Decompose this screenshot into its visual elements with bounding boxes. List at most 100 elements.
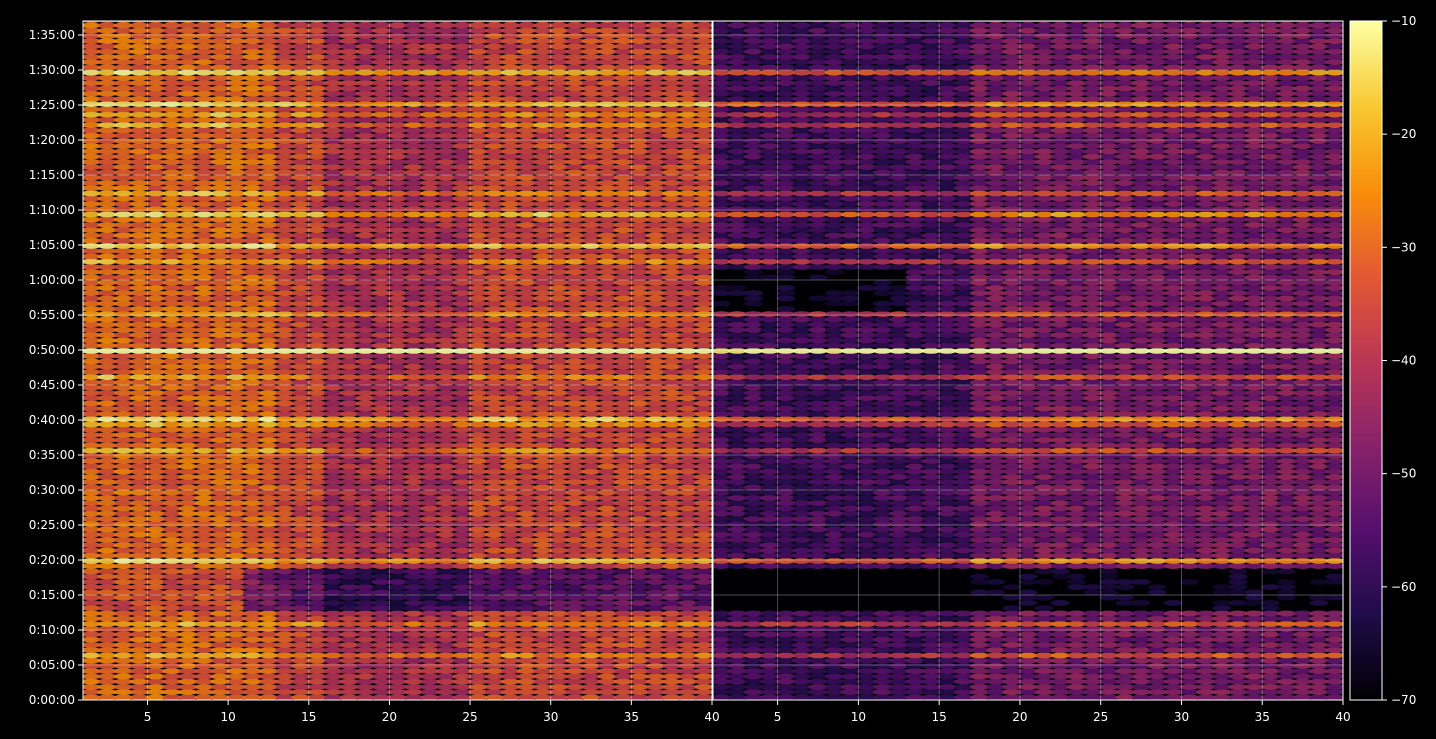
heatmap-cell	[291, 589, 311, 596]
heatmap-cell	[83, 111, 101, 118]
heatmap-cell	[130, 285, 149, 291]
heatmap-cell	[291, 227, 311, 234]
heatmap-cell	[678, 421, 698, 428]
heatmap-cell	[113, 348, 133, 354]
heatmap-cell	[662, 274, 682, 281]
heatmap-cell	[259, 43, 278, 50]
heatmap-cell	[388, 285, 407, 291]
heatmap-cell	[468, 143, 488, 150]
heatmap-cell	[452, 600, 472, 606]
heatmap-cell	[533, 48, 553, 55]
heatmap-cell	[565, 290, 585, 296]
heatmap-cell	[662, 264, 682, 270]
heatmap-cell	[501, 337, 520, 344]
heatmap-cell	[210, 327, 230, 333]
heatmap-cell	[275, 43, 294, 50]
heatmap-cell	[501, 558, 520, 564]
heatmap-cell	[178, 657, 198, 664]
heatmap-cell	[242, 594, 262, 601]
heatmap-cell	[130, 657, 149, 664]
heatmap-cell	[162, 652, 182, 659]
heatmap-cell	[307, 563, 327, 569]
heatmap-cell	[662, 463, 682, 470]
heatmap-cell	[597, 132, 617, 139]
heatmap-cell	[162, 222, 182, 228]
heatmap-cell	[162, 411, 182, 417]
heatmap-cell	[339, 505, 359, 512]
heatmap-cell	[146, 54, 166, 60]
heatmap-cell	[162, 521, 182, 527]
heatmap-cell	[130, 353, 149, 359]
heatmap-cell	[597, 474, 617, 480]
heatmap-cell	[130, 468, 149, 475]
heatmap-cell	[484, 689, 504, 695]
heatmap-cell	[355, 311, 375, 317]
heatmap-cell	[613, 337, 633, 344]
heatmap-cell	[307, 138, 327, 144]
heatmap-cell	[468, 216, 488, 223]
heatmap-cell	[436, 358, 456, 365]
heatmap-cell	[517, 615, 536, 622]
heatmap-cell	[517, 395, 536, 401]
heatmap-cell	[581, 127, 601, 134]
heatmap-cell	[275, 468, 294, 475]
heatmap-cell	[484, 117, 504, 123]
heatmap-cell	[484, 111, 504, 118]
heatmap-cell	[404, 600, 423, 606]
heatmap-cell	[83, 678, 101, 685]
heatmap-cell	[113, 64, 133, 71]
heatmap-cell	[97, 75, 117, 81]
heatmap-cell	[420, 563, 440, 569]
heatmap-cell	[549, 258, 569, 265]
heatmap-cell	[678, 127, 698, 134]
heatmap-cell	[404, 495, 423, 501]
heatmap-cell	[581, 505, 601, 512]
heatmap-cell	[613, 59, 633, 65]
heatmap-cell	[646, 684, 665, 690]
heatmap-cell	[97, 38, 117, 44]
heatmap-cell	[517, 54, 536, 60]
heatmap-cell	[404, 442, 423, 449]
heatmap-cell	[678, 101, 698, 107]
heatmap-cell	[178, 505, 198, 512]
heatmap-cell	[194, 54, 214, 60]
heatmap-cell	[630, 432, 649, 438]
heatmap-cell	[388, 216, 407, 223]
heatmap-cell	[597, 38, 617, 44]
heatmap-cell	[565, 442, 585, 449]
heatmap-cell	[323, 337, 343, 344]
heatmap-cell	[452, 64, 472, 71]
heatmap-cell	[339, 411, 359, 417]
heatmap-cell	[194, 615, 214, 622]
heatmap-cell	[130, 615, 149, 622]
heatmap-cell	[597, 594, 617, 601]
heatmap-cell	[694, 689, 712, 695]
heatmap-cell	[162, 90, 182, 97]
heatmap-cell	[517, 269, 536, 275]
heatmap-cell	[581, 332, 601, 338]
heatmap-cell	[613, 332, 633, 338]
heatmap-cell	[146, 337, 166, 344]
heatmap-cell	[420, 405, 440, 412]
heatmap-cell	[339, 426, 359, 433]
heatmap-cell	[372, 232, 391, 239]
heatmap-cell	[549, 342, 569, 349]
heatmap-cell	[678, 211, 698, 218]
heatmap-cell	[83, 479, 101, 485]
heatmap-cell	[549, 447, 569, 454]
heatmap-cell	[242, 657, 262, 664]
heatmap-cell	[597, 537, 617, 543]
heatmap-cell	[372, 279, 391, 286]
heatmap-cell	[549, 558, 569, 564]
heatmap-cell	[259, 253, 278, 260]
heatmap-cell	[339, 568, 359, 575]
heatmap-cell	[533, 337, 553, 344]
heatmap-cell	[436, 516, 456, 522]
heatmap-cell	[581, 285, 601, 291]
heatmap-cell	[339, 416, 359, 422]
heatmap-cell	[339, 48, 359, 55]
heatmap-cell	[226, 132, 246, 139]
heatmap-cell	[646, 180, 665, 186]
heatmap-cell	[678, 195, 698, 202]
heatmap-cell	[178, 64, 198, 71]
